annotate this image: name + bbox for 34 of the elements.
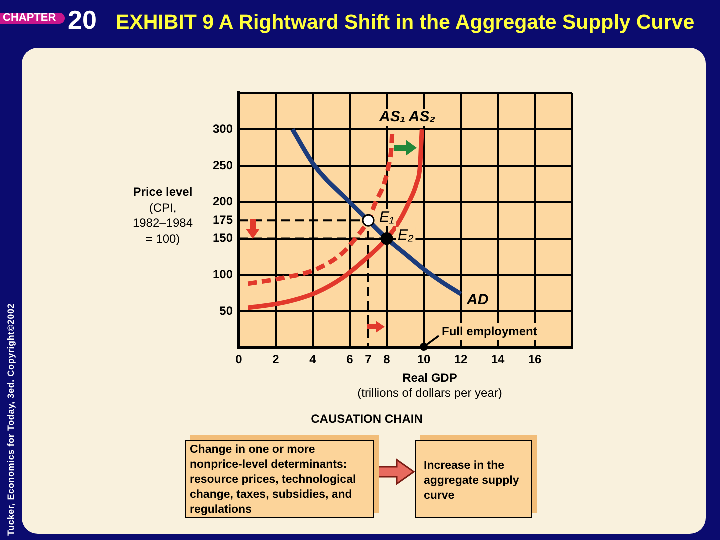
text: Real GDP (trillions of dollars per year)	[358, 371, 502, 400]
x-tick-label: 16	[528, 352, 542, 367]
y-tick-label: 100	[212, 268, 234, 282]
y-axis-title: Price level (CPI, 1982–1984 = 100)	[132, 185, 194, 246]
y-tick-label: 50	[220, 304, 234, 318]
y-tick-label: 200	[212, 194, 234, 209]
text: CHAPTER	[0, 12, 65, 24]
annotation: Full employment	[442, 324, 538, 338]
x-tick-label: 10	[417, 352, 431, 367]
annotation: E₂	[398, 226, 414, 244]
x-tick-label: 0	[236, 352, 243, 367]
series-label: AS₂	[408, 108, 436, 126]
x-tick-label: 4	[310, 352, 317, 367]
text: 20	[68, 5, 97, 35]
text: CAUSATION CHAIN	[310, 412, 424, 426]
y-tick-label: 150	[212, 231, 234, 246]
annotation: E₁	[380, 208, 395, 226]
x-tick-label: 6	[346, 352, 354, 367]
x-tick-label: 8	[384, 352, 391, 367]
y-tick-label: 175	[212, 212, 234, 227]
x-tick-label: 14	[491, 352, 505, 367]
text: Tucker, Economics for Today, 3ed. Copyright©2002	[5, 303, 17, 536]
y-tick-label: 250	[212, 158, 234, 172]
x-tick-label: 2	[272, 352, 280, 367]
y-tick-label: 300	[212, 122, 234, 136]
series-label: AD	[466, 291, 489, 308]
x-tick-label: 7	[365, 352, 372, 367]
line-series	[246, 127, 424, 310]
text: Increase in the aggregate supply curve	[415, 440, 532, 518]
line-series	[290, 127, 464, 296]
series-label: AS₁	[378, 108, 406, 126]
text: Change in one or more nonprice-level determinants: resource prices, technological change, taxes, subsidies, and regulations	[185, 440, 374, 518]
chart-title: EXHIBIT 9 A Rightward Shift in the Aggregate Supply Curve	[116, 11, 695, 35]
x-tick-label: 12	[454, 352, 468, 367]
